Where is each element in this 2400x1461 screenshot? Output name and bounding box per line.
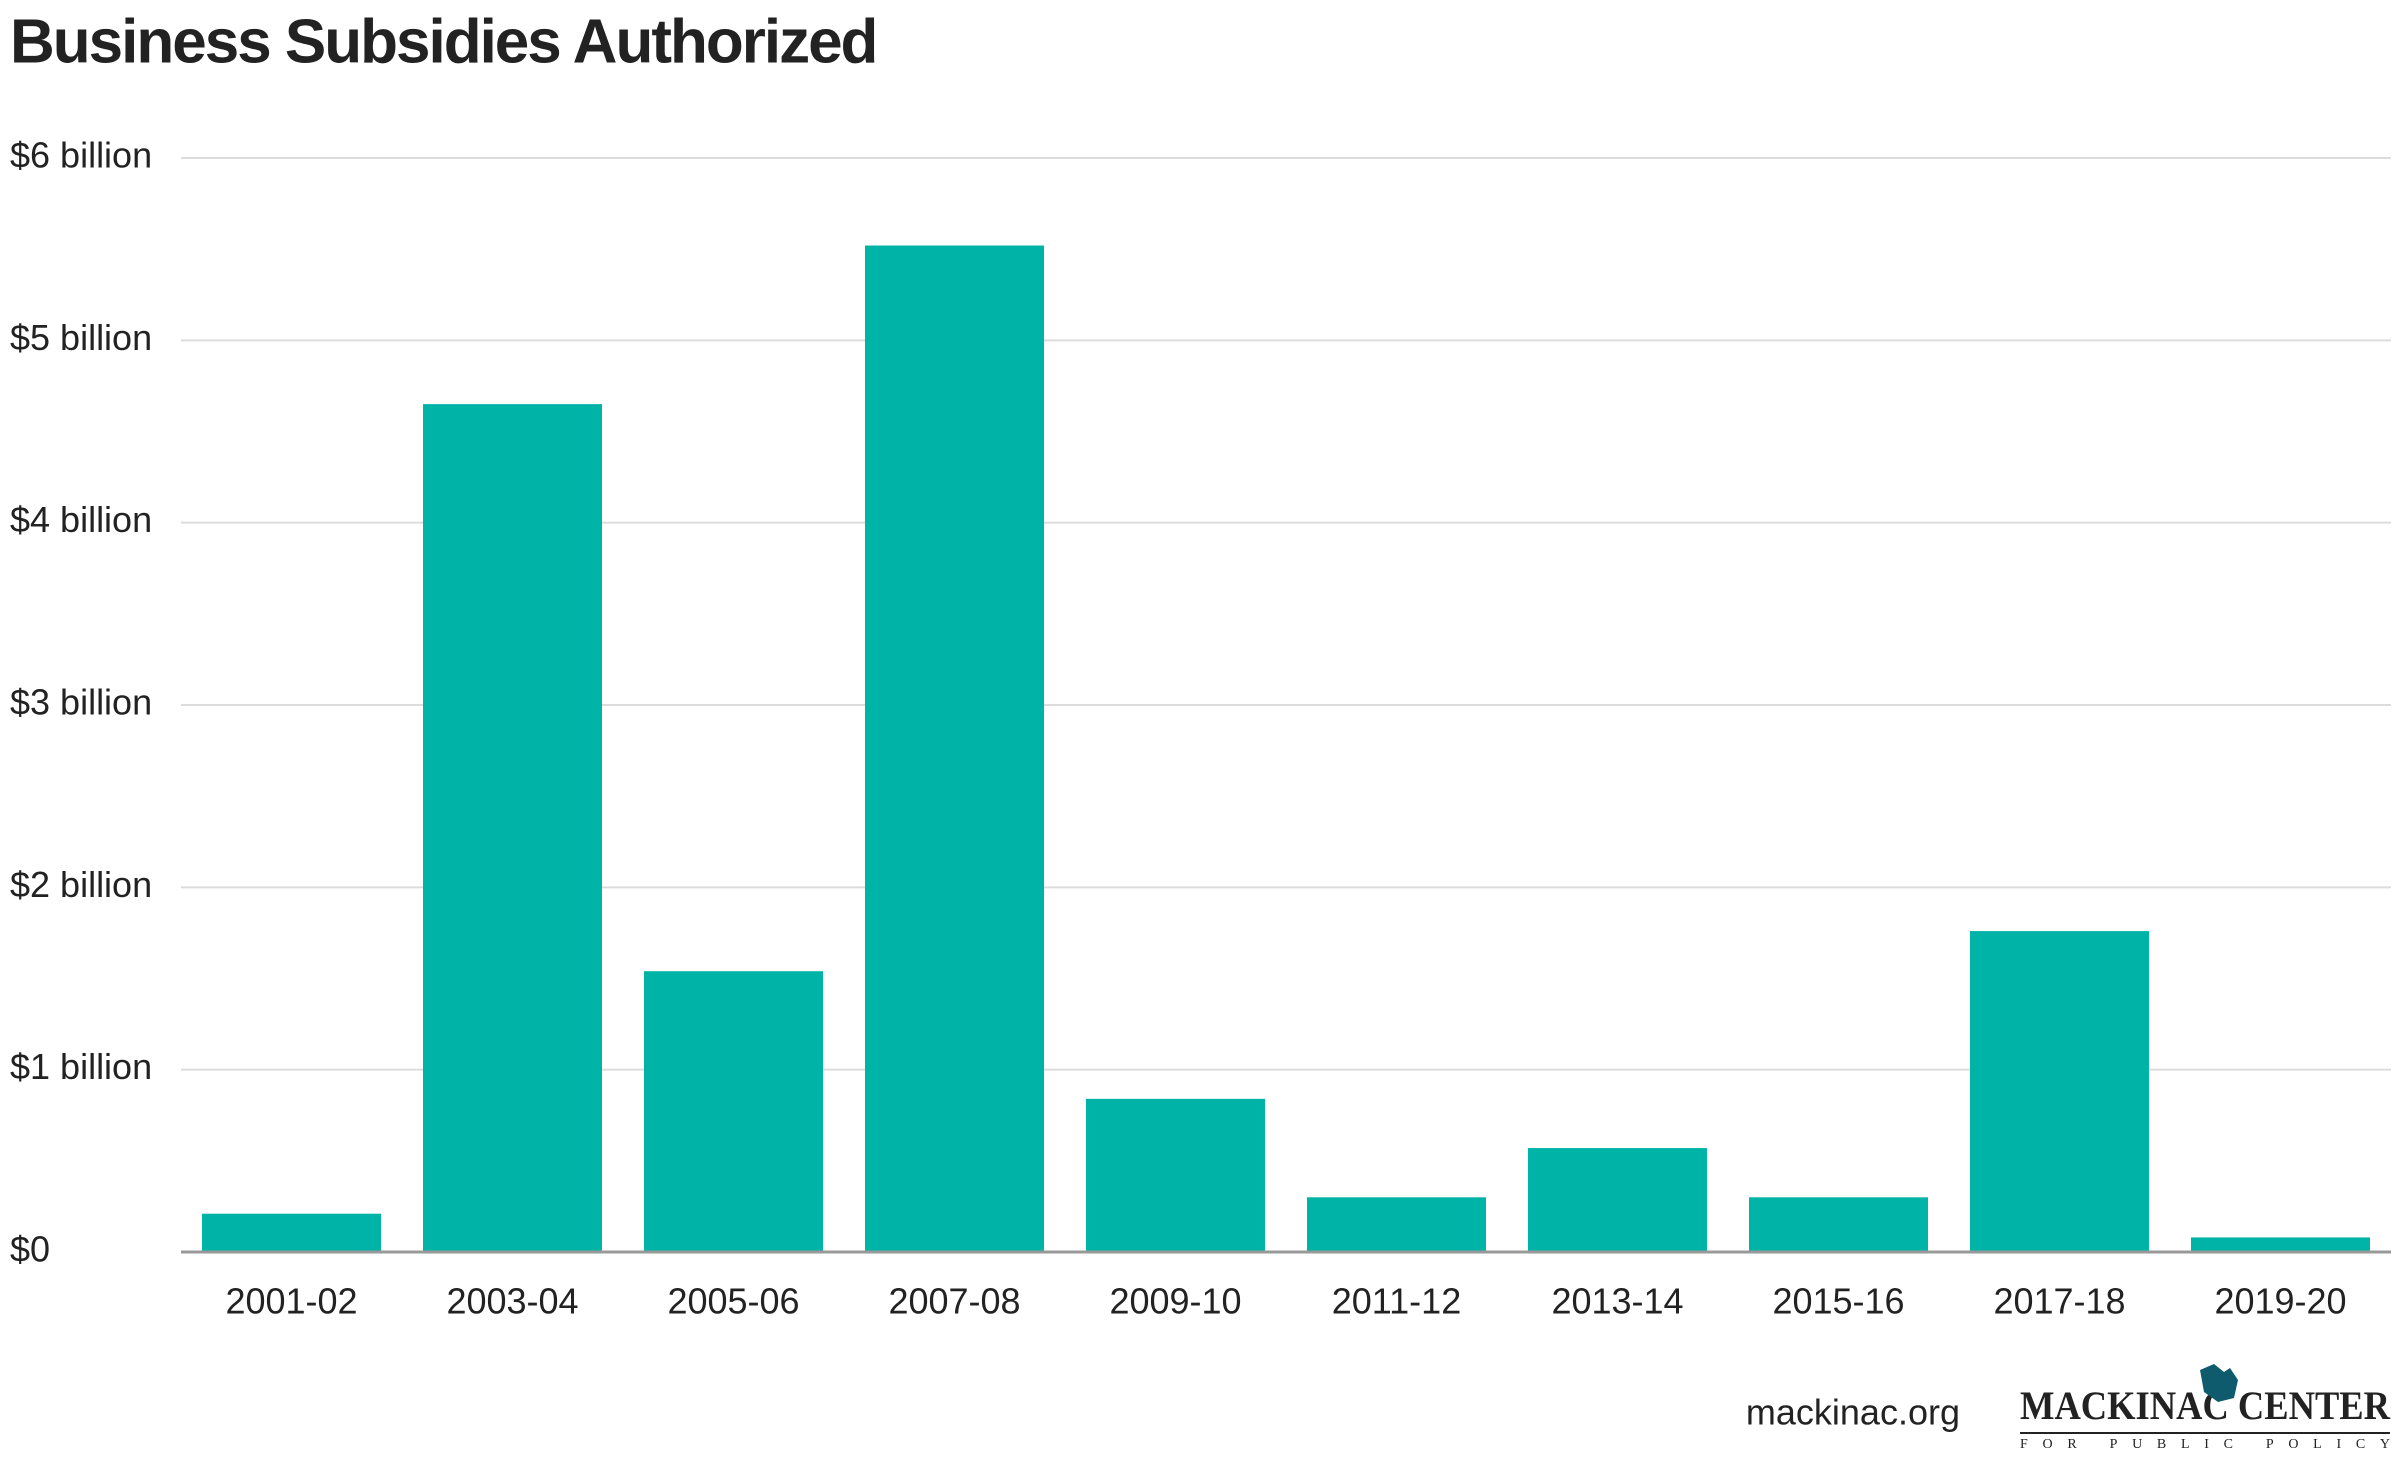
x-tick-label: 2001-02 <box>225 1281 357 1322</box>
y-tick-label: $2 billion <box>10 864 152 905</box>
bar <box>1527 1148 1708 1252</box>
bar <box>1306 1197 1487 1252</box>
y-tick-label: $0 <box>10 1229 50 1270</box>
bar <box>643 971 824 1252</box>
x-tick-label: 2019-20 <box>2214 1281 2346 1322</box>
bar <box>201 1213 382 1252</box>
bar <box>1748 1197 1929 1252</box>
chart-title: Business Subsidies Authorized <box>10 7 876 76</box>
y-tick-label: $1 billion <box>10 1046 152 1087</box>
x-tick-label: 2011-12 <box>1332 1281 1461 1322</box>
y-tick-label: $3 billion <box>10 682 152 723</box>
bar <box>2190 1237 2371 1252</box>
logo-icon <box>2200 1364 2238 1402</box>
x-tick-label: 2017-18 <box>1993 1281 2125 1322</box>
logo-tagline: FOR PUBLIC POLICY <box>2020 1437 2390 1452</box>
bar <box>1085 1098 1266 1252</box>
y-tick-label: $6 billion <box>10 135 152 176</box>
x-tick-label: 2013-14 <box>1551 1281 1683 1322</box>
y-tick-label: $5 billion <box>10 317 152 358</box>
bar <box>864 245 1045 1252</box>
x-tick-label: 2015-16 <box>1772 1281 1904 1322</box>
bar <box>422 404 603 1252</box>
y-tick-label: $4 billion <box>10 499 152 540</box>
source: mackinac.org <box>1746 1392 1960 1433</box>
x-tick-label: 2009-10 <box>1109 1281 1241 1322</box>
bar <box>1969 931 2150 1252</box>
x-tick-label: 2007-08 <box>888 1281 1020 1322</box>
x-tick-label: 2003-04 <box>446 1281 578 1322</box>
x-tick-label: 2005-06 <box>667 1281 799 1322</box>
